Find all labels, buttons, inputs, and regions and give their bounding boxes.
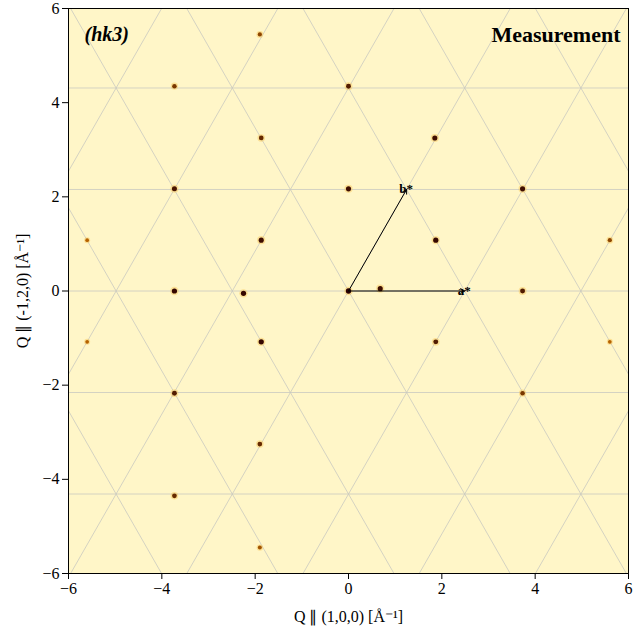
svg-text:Q ∥ (-1,2,0) [Å⁻¹]: Q ∥ (-1,2,0) [Å⁻¹] [14,234,32,349]
svg-text:−2: −2 [42,376,59,393]
svg-text:−6: −6 [60,580,77,597]
svg-text:6: 6 [52,0,60,17]
svg-text:−6: −6 [42,565,59,582]
svg-text:0: 0 [52,282,60,299]
svg-text:Q ∥ (1,0,0) [Å⁻¹]: Q ∥ (1,0,0) [Å⁻¹] [294,608,403,626]
svg-text:(hk3): (hk3) [85,23,129,46]
svg-text:−4: −4 [42,470,59,487]
svg-text:2: 2 [438,580,446,597]
svg-text:a*: a* [458,283,471,298]
svg-text:b*: b* [399,181,413,196]
svg-text:2: 2 [52,188,60,205]
svg-text:−2: −2 [247,580,264,597]
svg-text:4: 4 [531,580,539,597]
svg-text:0: 0 [345,580,353,597]
svg-text:Measurement: Measurement [491,22,621,47]
svg-text:6: 6 [625,580,633,597]
svg-text:−4: −4 [153,580,170,597]
svg-text:4: 4 [52,94,60,111]
